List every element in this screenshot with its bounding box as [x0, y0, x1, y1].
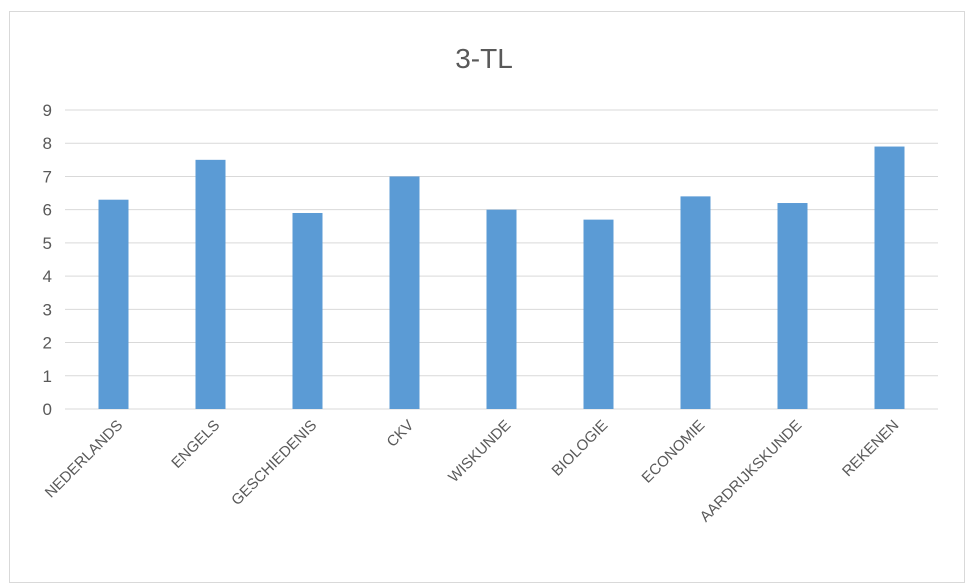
- y-tick-label: 2: [43, 334, 52, 353]
- y-tick-label: 9: [43, 101, 52, 120]
- y-tick-label: 4: [43, 267, 52, 286]
- bar-economie: [680, 196, 711, 409]
- y-tick-label: 8: [43, 134, 52, 153]
- x-tick-label: BIOLOGIE: [549, 417, 612, 480]
- bar-nederlands: [98, 199, 129, 409]
- x-axis-labels: NEDERLANDS ENGELS GESCHIEDENIS CKV WISKUNDE B…: [42, 417, 903, 526]
- y-tick-label: 5: [43, 234, 52, 253]
- bar-aardrijkskunde: [777, 203, 808, 409]
- bars: [98, 146, 905, 410]
- bar-engels: [195, 159, 226, 409]
- x-tick-label: REKENEN: [839, 417, 902, 480]
- x-tick-label: WISKUNDE: [445, 417, 514, 486]
- chart-title: 3-TL: [455, 43, 513, 74]
- y-axis-ticks: 0 1 2 3 4 5 6 7 8 9: [43, 101, 52, 419]
- bar-rekenen: [874, 146, 905, 410]
- bar-geschiedenis: [292, 212, 323, 409]
- bar-wiskunde: [486, 209, 517, 409]
- x-tick-label: GESCHIEDENIS: [228, 417, 320, 509]
- bar-ckv: [389, 176, 420, 409]
- y-tick-label: 7: [43, 167, 52, 186]
- x-tick-label: CKV: [383, 417, 417, 451]
- x-tick-label: NEDERLANDS: [42, 417, 127, 502]
- y-tick-label: 1: [43, 367, 52, 386]
- y-tick-label: 0: [43, 400, 52, 419]
- y-tick-label: 6: [43, 201, 52, 220]
- x-tick-label: ENGELS: [168, 417, 223, 472]
- y-tick-label: 3: [43, 300, 52, 319]
- x-tick-label: ECONOMIE: [639, 417, 709, 487]
- x-tick-label: AARDRIJKSKUNDE: [697, 417, 806, 526]
- bar-biologie: [583, 219, 614, 409]
